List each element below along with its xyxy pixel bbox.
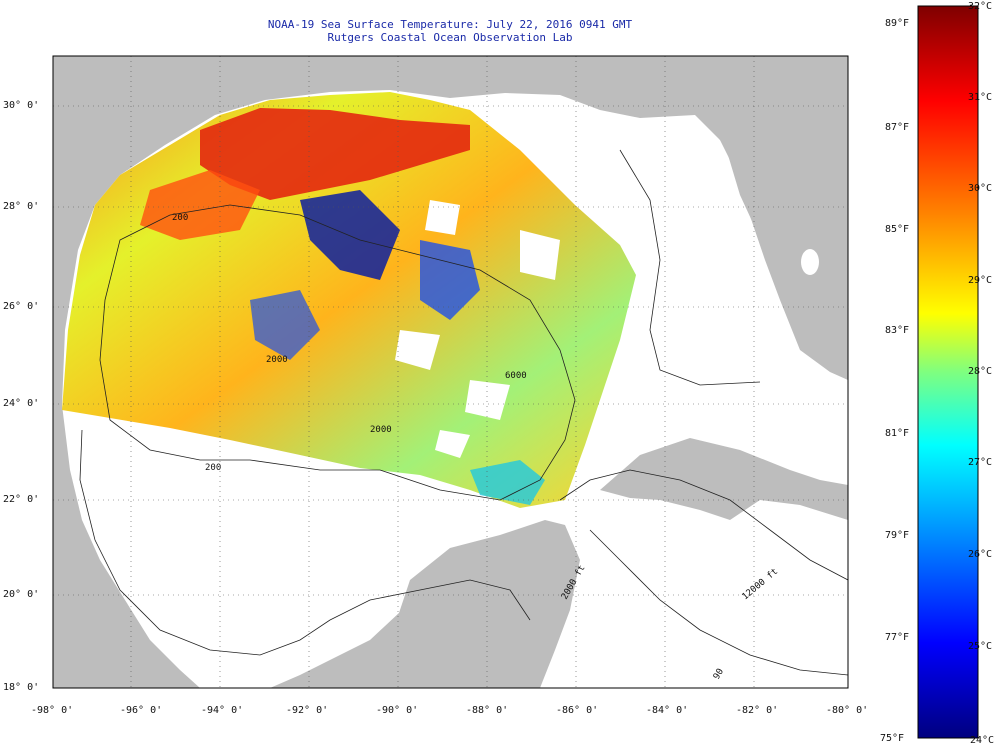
colorbar-f-label: 89°F [885, 18, 910, 29]
colorbar-c-label: 25°C [968, 641, 993, 652]
sst-cool-region-4 [470, 460, 545, 505]
y-tick: 22° 0' [3, 494, 40, 505]
x-tick: -96° 0' [120, 705, 163, 716]
contour-label-8: 90 [712, 667, 726, 681]
cloud-gap-5 [520, 230, 560, 280]
colorbar [917, 5, 979, 739]
colorbar-c-label: 28°C [968, 366, 993, 377]
colorbar-c-label: 24°C [970, 735, 995, 746]
florida [690, 56, 848, 380]
contour-label-5: 200 [205, 463, 221, 473]
y-tick: 18° 0' [3, 682, 40, 693]
x-tick: -84° 0' [646, 705, 689, 716]
contour-label-1: 200 [172, 213, 188, 223]
map-subtitle: Rutgers Coastal Ocean Observation Lab [327, 31, 573, 44]
colorbar-f-label: 85°F [885, 224, 910, 235]
contour-label-3: 2000 [370, 425, 392, 435]
cloud-gap-3 [465, 380, 510, 420]
y-tick: 24° 0' [3, 398, 40, 409]
sst-cool-region [300, 190, 400, 280]
cloud-gap-1 [425, 200, 460, 235]
yucatan [390, 520, 580, 688]
colorbar-c-label: 32°C [968, 1, 993, 12]
colorbar-c-label: 29°C [968, 275, 993, 286]
x-tick: -94° 0' [201, 705, 244, 716]
colorbar-c-label: 27°C [968, 457, 993, 468]
colorbar-f-label: 77°F [885, 632, 910, 643]
cloud-gap-2 [395, 330, 440, 370]
sst-warm-region-2 [140, 170, 260, 240]
colorbar-f-label: 83°F [885, 325, 910, 336]
graticule [53, 56, 848, 688]
colorbar-c-label: 31°C [968, 92, 993, 103]
sst-cool-region-2 [420, 240, 480, 320]
colorbar-f-label: 75°F [880, 733, 905, 744]
contour-label-2: 2000 [266, 355, 288, 365]
lake-okeechobee [801, 249, 819, 275]
x-tick: -90° 0' [376, 705, 419, 716]
contour-label-4: 6000 [505, 371, 527, 381]
map-title: NOAA-19 Sea Surface Temperature: July 22… [267, 18, 633, 31]
sst-cool-region-3 [250, 290, 320, 360]
colorbar-c-label: 26°C [968, 549, 993, 560]
cloud-gap-4 [435, 430, 470, 458]
colorbar-f-label: 79°F [885, 530, 910, 541]
map-frame [52, 55, 849, 689]
x-tick: -98° 0' [31, 705, 74, 716]
colorbar-f-label: 87°F [885, 122, 910, 133]
y-tick: 30° 0' [3, 100, 40, 111]
x-tick: -92° 0' [286, 705, 329, 716]
y-tick: 26° 0' [3, 301, 40, 312]
cuba [600, 438, 848, 520]
x-tick: -88° 0' [466, 705, 509, 716]
sst-warm-region [200, 108, 470, 200]
x-tick: -82° 0' [736, 705, 779, 716]
bathymetry-contours [79, 149, 848, 676]
x-tick: -86° 0' [556, 705, 599, 716]
colorbar-f-label: 81°F [885, 428, 910, 439]
colorbar-c-label: 30°C [968, 183, 993, 194]
y-tick: 20° 0' [3, 589, 40, 600]
y-tick: 28° 0' [3, 201, 40, 212]
x-tick: -80° 0' [826, 705, 869, 716]
